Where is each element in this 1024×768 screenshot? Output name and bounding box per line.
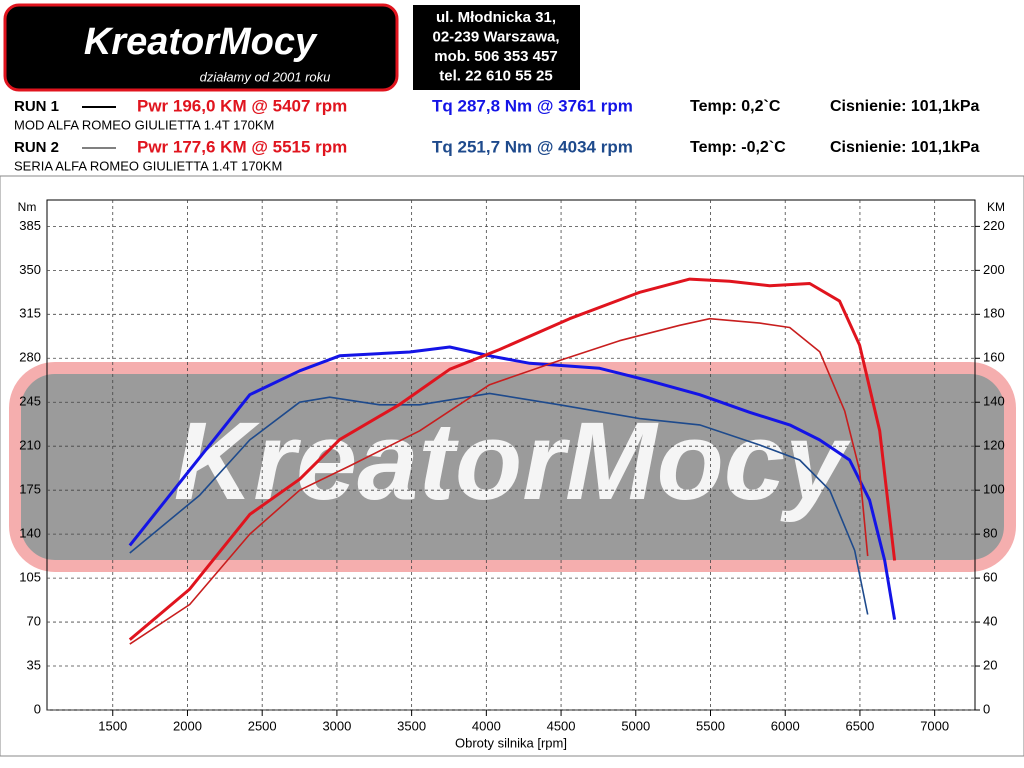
y2-tick-label: 180 bbox=[983, 306, 1005, 321]
run-pressure: Cisnienie: 101,1kPa bbox=[830, 139, 980, 156]
y2-tick-label: 200 bbox=[983, 262, 1005, 277]
y-tick-label: 315 bbox=[19, 306, 41, 321]
y-tick-label: 350 bbox=[19, 262, 41, 277]
address-line: ul. Młodnicka 31, bbox=[436, 9, 556, 26]
series-line bbox=[128, 277, 897, 641]
run-torque: Tq 251,7 Nm @ 4034 rpm bbox=[432, 137, 633, 156]
run-label: RUN 1 bbox=[14, 98, 59, 115]
run-temp: Temp: -0,2`C bbox=[690, 139, 786, 156]
x-tick-label: 5500 bbox=[696, 718, 725, 733]
y2-tick-label: 120 bbox=[983, 438, 1005, 453]
y-tick-label: 0 bbox=[34, 701, 41, 716]
y-axis-label: Nm bbox=[18, 200, 37, 214]
watermark: KreatorMocy bbox=[174, 400, 851, 523]
x-tick-label: 1500 bbox=[98, 718, 127, 733]
series-line bbox=[128, 345, 897, 620]
address: ul. Młodnicka 31, 02-239 Warszawa, mob. 50… bbox=[432, 9, 559, 85]
y-tick-label: 245 bbox=[19, 394, 41, 409]
y-tick-label: 210 bbox=[19, 438, 41, 453]
x-tick-label: 4000 bbox=[472, 718, 501, 733]
y-tick-label: 280 bbox=[19, 350, 41, 365]
x-tick-label: 2500 bbox=[248, 718, 277, 733]
run-label: RUN 2 bbox=[14, 139, 59, 156]
run-temp: Temp: 0,2`C bbox=[690, 98, 781, 115]
run-power: Pwr 177,6 KM @ 5515 rpm bbox=[137, 137, 347, 156]
series-line bbox=[129, 392, 869, 615]
runs: RUN 1 Pwr 196,0 KM @ 5407 rpm Tq 287,8 Nm … bbox=[14, 96, 980, 173]
x-tick-label: 6000 bbox=[771, 718, 800, 733]
y2-tick-label: 0 bbox=[983, 701, 990, 716]
run-power: Pwr 196,0 KM @ 5407 rpm bbox=[137, 96, 347, 115]
y2-tick-label: 160 bbox=[983, 350, 1005, 365]
run-description: SERIA ALFA ROMEO GIULIETTA 1.4T 170KM bbox=[14, 158, 282, 173]
address-line: 02-239 Warszawa, bbox=[432, 28, 559, 45]
x-tick-label: 2000 bbox=[173, 718, 202, 733]
y-tick-label: 175 bbox=[19, 482, 41, 497]
y-tick-label: 70 bbox=[27, 614, 41, 629]
run-description: MOD ALFA ROMEO GIULIETTA 1.4T 170KM bbox=[14, 117, 274, 132]
x-tick-label: 6500 bbox=[845, 718, 874, 733]
y2-tick-label: 140 bbox=[983, 394, 1005, 409]
y2-tick-label: 220 bbox=[983, 218, 1005, 233]
x-tick-label: 3500 bbox=[397, 718, 426, 733]
x-tick-label: 5000 bbox=[621, 718, 650, 733]
slogan: działamy od 2001 roku bbox=[200, 69, 331, 84]
y2-tick-label: 100 bbox=[983, 482, 1005, 497]
x-tick-label: 4500 bbox=[547, 718, 576, 733]
address-line: mob. 506 353 457 bbox=[434, 48, 557, 65]
y-tick-label: 105 bbox=[19, 570, 41, 585]
y-tick-label: 385 bbox=[19, 218, 41, 233]
series-line bbox=[129, 317, 869, 645]
run-pressure: Cisnienie: 101,1kPa bbox=[830, 98, 980, 115]
x-axis-label: Obroty silnika [rpm] bbox=[455, 735, 567, 750]
y2-tick-label: 20 bbox=[983, 657, 997, 672]
y-tick-label: 140 bbox=[19, 526, 41, 541]
logo: KreatorMocy bbox=[84, 21, 318, 63]
y2-tick-label: 40 bbox=[983, 614, 997, 629]
y-tick-label: 35 bbox=[27, 657, 41, 672]
y2-tick-label: 80 bbox=[983, 526, 997, 541]
y2-tick-label: 60 bbox=[983, 570, 997, 585]
run-torque: Tq 287,8 Nm @ 3761 rpm bbox=[432, 96, 633, 115]
y2-axis-label: KM bbox=[987, 200, 1005, 214]
address-line: tel. 22 610 55 25 bbox=[439, 67, 552, 84]
address-box bbox=[413, 5, 580, 90]
logo-box bbox=[3, 3, 399, 92]
x-tick-label: 3000 bbox=[322, 718, 351, 733]
x-tick-label: 7000 bbox=[920, 718, 949, 733]
